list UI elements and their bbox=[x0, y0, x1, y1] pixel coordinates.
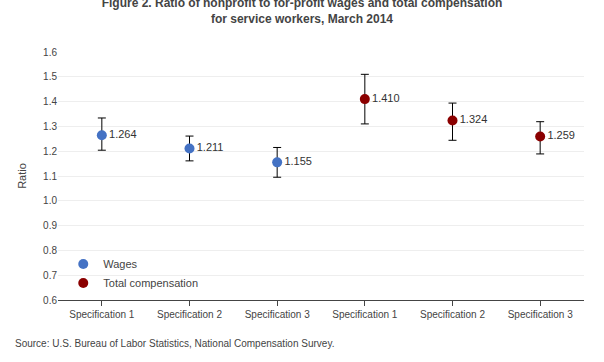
svg-text:1.264: 1.264 bbox=[109, 128, 137, 140]
svg-text:1.410: 1.410 bbox=[372, 92, 400, 104]
svg-text:1.2: 1.2 bbox=[43, 146, 57, 157]
svg-text:Specification 1: Specification 1 bbox=[332, 309, 397, 320]
svg-text:Figure 2. Ratio of nonprofit t: Figure 2. Ratio of nonprofit to for-prof… bbox=[102, 0, 503, 26]
svg-text:1.259: 1.259 bbox=[547, 129, 575, 141]
svg-text:0.9: 0.9 bbox=[43, 220, 57, 231]
svg-text:Specification 3: Specification 3 bbox=[245, 309, 310, 320]
svg-text:Total compensation: Total compensation bbox=[103, 277, 198, 289]
svg-text:Specification 1: Specification 1 bbox=[69, 309, 134, 320]
svg-text:Wages: Wages bbox=[103, 258, 137, 270]
svg-text:1.0: 1.0 bbox=[43, 195, 57, 206]
svg-text:1.3: 1.3 bbox=[43, 121, 57, 132]
svg-text:Ratio: Ratio bbox=[16, 163, 28, 189]
svg-text:0.6: 0.6 bbox=[43, 295, 57, 306]
svg-text:1.155: 1.155 bbox=[284, 155, 312, 167]
svg-text:1.324: 1.324 bbox=[460, 113, 488, 125]
svg-text:1.5: 1.5 bbox=[43, 71, 57, 82]
svg-text:0.7: 0.7 bbox=[43, 270, 57, 281]
svg-text:1.6: 1.6 bbox=[43, 47, 57, 58]
svg-text:1.211: 1.211 bbox=[197, 141, 224, 153]
svg-text:Specification 2: Specification 2 bbox=[157, 309, 222, 320]
svg-text:Specification 3: Specification 3 bbox=[508, 309, 573, 320]
svg-text:1.4: 1.4 bbox=[43, 96, 57, 107]
svg-text:0.8: 0.8 bbox=[43, 245, 57, 256]
svg-text:1.1: 1.1 bbox=[43, 171, 57, 182]
svg-text:Source: U.S. Bureau of Labor S: Source: U.S. Bureau of Labor Statistics,… bbox=[15, 338, 334, 349]
svg-text:Specification 2: Specification 2 bbox=[420, 309, 485, 320]
